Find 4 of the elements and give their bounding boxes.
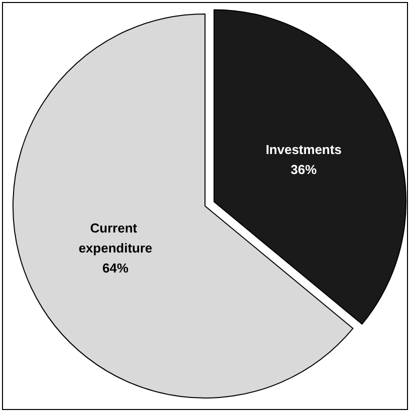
data-label: 36% (290, 162, 318, 178)
slice-label: Investments (266, 142, 342, 158)
data-label: 64% (102, 260, 129, 276)
slice-label: Current expenditure (78, 220, 152, 256)
